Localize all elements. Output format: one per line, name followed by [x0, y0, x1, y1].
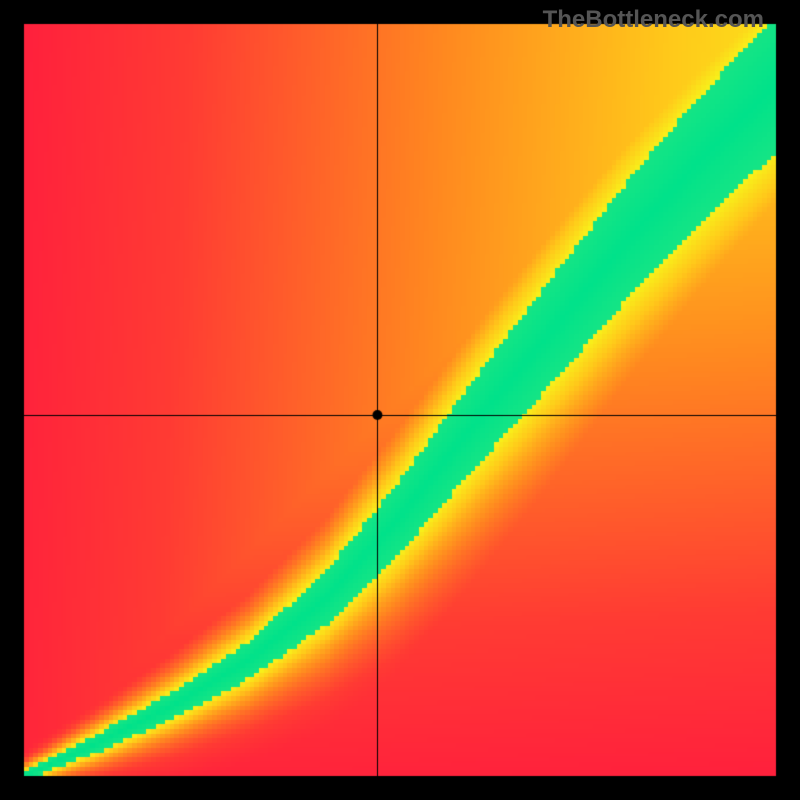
bottleneck-heatmap: [0, 0, 800, 800]
watermark-text: TheBottleneck.com: [543, 6, 764, 34]
chart-container: { "watermark": { "text": "TheBottleneck.…: [0, 0, 800, 800]
